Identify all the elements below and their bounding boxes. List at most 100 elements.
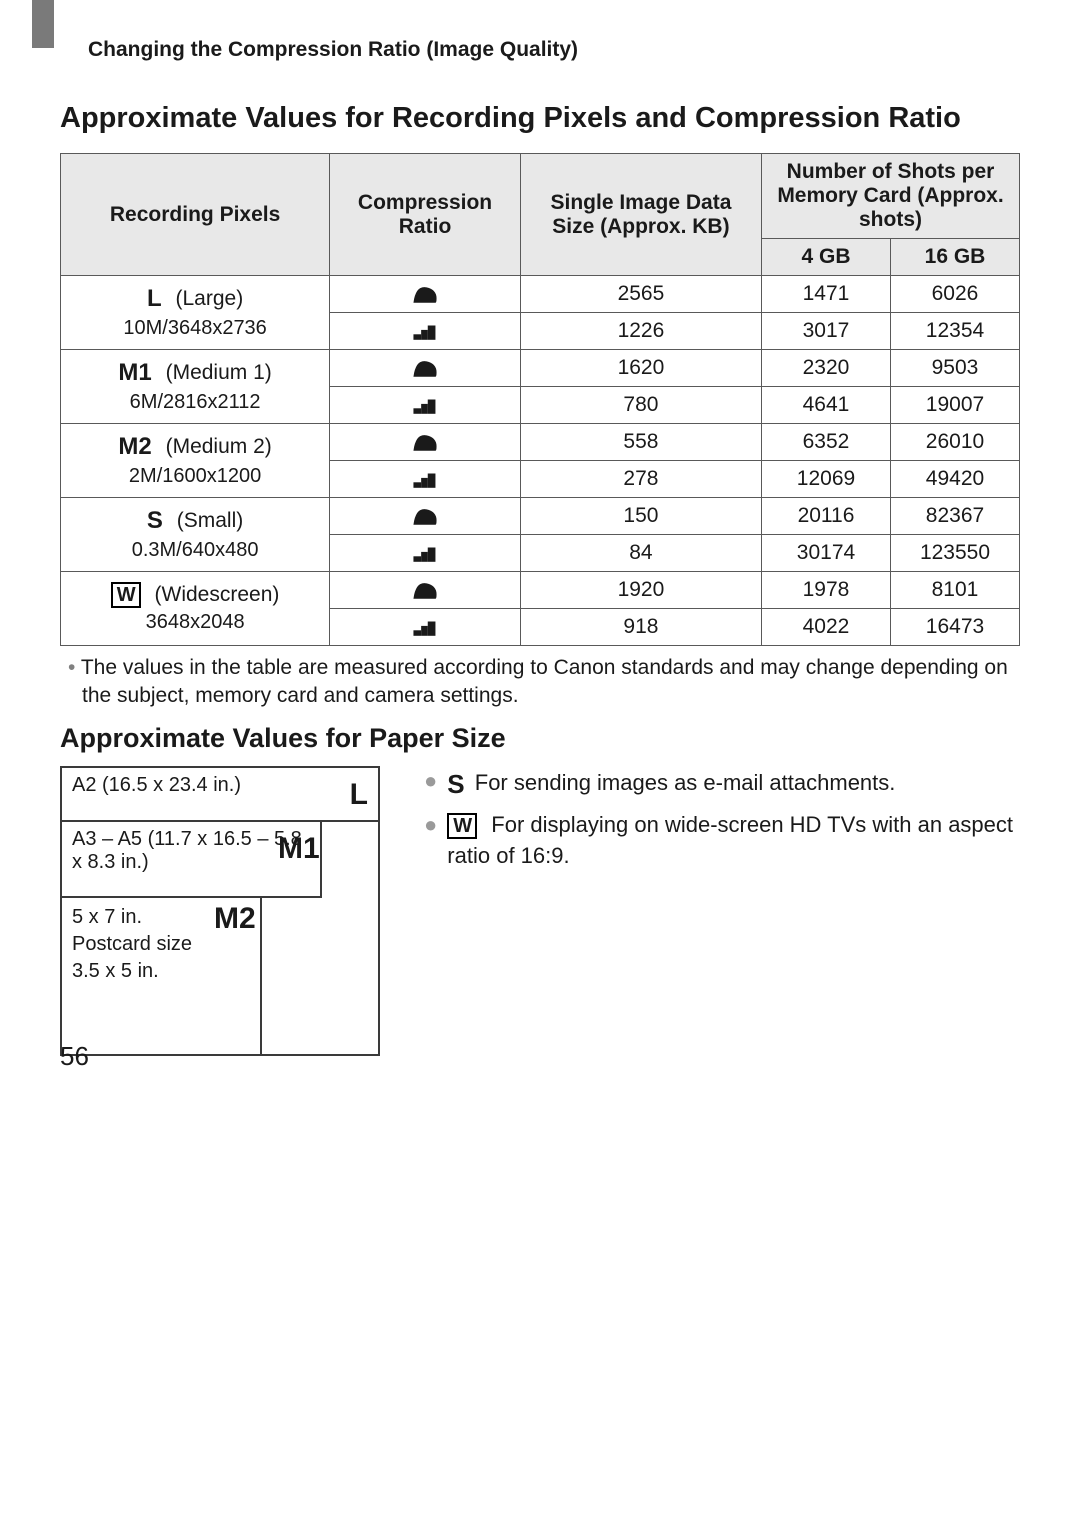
shots-4gb-cell: 3017 (762, 313, 891, 350)
note-widescreen: ● W For displaying on wide-screen HD TVs… (424, 810, 1020, 872)
image-size-cell: 84 (520, 535, 761, 572)
paper-3x5: 3.5 x 5 in. (72, 958, 250, 985)
size-symbol-boxed-icon: W (111, 582, 141, 608)
size-label: (Large) (170, 287, 244, 310)
compression-icon-cell (330, 609, 521, 646)
resolution-text: 3648x2048 (71, 609, 319, 636)
chapter-tab (32, 0, 54, 48)
size-label: (Medium 2) (160, 435, 272, 458)
shots-16gb-cell: 16473 (890, 609, 1019, 646)
resolution-text: 2M/1600x1200 (71, 463, 319, 490)
size-symbol-icon: L (147, 283, 162, 315)
col-16gb: 16 GB (890, 239, 1019, 276)
shots-4gb-cell: 30174 (762, 535, 891, 572)
table-row: W (Widescreen)3648x2048192019788101 (61, 572, 1020, 609)
paper-row: A2 (16.5 x 23.4 in.) A3 – A5 (11.7 x 16.… (60, 766, 1020, 1056)
recording-pixels-cell: W (Widescreen) 3648x2048 (61, 572, 330, 646)
image-size-cell: 558 (520, 424, 761, 461)
paper-section-title: Approximate Values for Paper Size (60, 723, 1020, 754)
shots-4gb-cell: 2320 (762, 350, 891, 387)
table-row: L (Large)10M/3648x2736256514716026 (61, 276, 1020, 313)
bullet-icon: ● (424, 814, 437, 836)
table-row: M1 (Medium 1)6M/2816x2112162023209503 (61, 350, 1020, 387)
section-title: Approximate Values for Recording Pixels … (60, 102, 1020, 135)
size-symbol-icon: S (147, 505, 163, 537)
image-size-cell: 150 (520, 498, 761, 535)
recording-pixels-cell: M2 (Medium 2) 2M/1600x1200 (61, 424, 330, 498)
paper-notes: ● S For sending images as e-mail attachm… (424, 766, 1020, 880)
table-footnote: The values in the table are measured acc… (68, 654, 1020, 711)
paper-symbol-M2: M2 (214, 902, 256, 936)
size-label: (Medium 1) (160, 361, 272, 384)
paper-a2-cell: A2 (16.5 x 23.4 in.) (62, 768, 378, 822)
shots-16gb-cell: 6026 (890, 276, 1019, 313)
shots-16gb-cell: 82367 (890, 498, 1019, 535)
shots-16gb-cell: 26010 (890, 424, 1019, 461)
paper-a2-text: A2 (16.5 x 23.4 in.) (72, 774, 241, 796)
compression-icon-cell (330, 498, 521, 535)
note-email: ● S For sending images as e-mail attachm… (424, 766, 1020, 802)
col-single-image: Single Image Data Size (Approx. KB) (520, 154, 761, 276)
shots-4gb-cell: 4022 (762, 609, 891, 646)
image-size-cell: 780 (520, 387, 761, 424)
col-compression: Compression Ratio (330, 154, 521, 276)
page: Changing the Compression Ratio (Image Qu… (0, 0, 1080, 1096)
compression-icon-cell (330, 276, 521, 313)
image-size-cell: 1620 (520, 350, 761, 387)
shots-16gb-cell: 8101 (890, 572, 1019, 609)
image-size-cell: 1226 (520, 313, 761, 350)
col-4gb: 4 GB (762, 239, 891, 276)
shots-16gb-cell: 9503 (890, 350, 1019, 387)
shots-4gb-cell: 1978 (762, 572, 891, 609)
table-row: M2 (Medium 2)2M/1600x1200558635226010 (61, 424, 1020, 461)
shots-16gb-cell: 49420 (890, 461, 1019, 498)
col-shots: Number of Shots per Memory Card (Approx.… (762, 154, 1020, 239)
col-recording-pixels: Recording Pixels (61, 154, 330, 276)
image-size-cell: 278 (520, 461, 761, 498)
note-widescreen-body: For displaying on wide-screen HD TVs wit… (447, 812, 1013, 868)
running-header: Changing the Compression Ratio (Image Qu… (88, 38, 1020, 62)
compression-icon-cell (330, 313, 521, 350)
table-row: S (Small)0.3M/640x4801502011682367 (61, 498, 1020, 535)
table-body: L (Large)10M/3648x2736256514716026122630… (61, 276, 1020, 646)
resolution-text: 0.3M/640x480 (71, 537, 319, 564)
compression-icon-cell (330, 535, 521, 572)
pixels-compression-table: Recording Pixels Compression Ratio Singl… (60, 153, 1020, 646)
shots-16gb-cell: 123550 (890, 535, 1019, 572)
shots-4gb-cell: 1471 (762, 276, 891, 313)
recording-pixels-cell: S (Small) 0.3M/640x480 (61, 498, 330, 572)
compression-icon-cell (330, 387, 521, 424)
compression-icon-cell (330, 572, 521, 609)
recording-pixels-cell: L (Large) 10M/3648x2736 (61, 276, 330, 350)
compression-icon-cell (330, 461, 521, 498)
w-size-icon: W (447, 813, 477, 839)
paper-a3-text: A3 – A5 (11.7 x 16.5 – 5.8 x 8.3 in.) (72, 828, 302, 873)
shots-16gb-cell: 19007 (890, 387, 1019, 424)
shots-4gb-cell: 6352 (762, 424, 891, 461)
size-symbol-icon: M2 (118, 431, 151, 463)
page-number: 56 (60, 1041, 89, 1072)
image-size-cell: 2565 (520, 276, 761, 313)
shots-16gb-cell: 12354 (890, 313, 1019, 350)
size-label: (Small) (171, 509, 243, 532)
shots-4gb-cell: 4641 (762, 387, 891, 424)
note-widescreen-text: W For displaying on wide-screen HD TVs w… (447, 810, 1020, 872)
shots-4gb-cell: 20116 (762, 498, 891, 535)
paper-symbol-M1: M1 (278, 832, 320, 866)
size-label: (Widescreen) (149, 583, 280, 606)
compression-icon-cell (330, 350, 521, 387)
resolution-text: 10M/3648x2736 (71, 315, 319, 342)
compression-icon-cell (330, 424, 521, 461)
paper-symbol-L: L (350, 778, 368, 812)
shots-4gb-cell: 12069 (762, 461, 891, 498)
bullet-icon: ● (424, 770, 437, 792)
note-email-body: For sending images as e-mail attachments… (469, 770, 896, 795)
size-symbol-icon: M1 (118, 357, 151, 389)
image-size-cell: 918 (520, 609, 761, 646)
image-size-cell: 1920 (520, 572, 761, 609)
paper-size-diagram: A2 (16.5 x 23.4 in.) A3 – A5 (11.7 x 16.… (60, 766, 380, 1056)
recording-pixels-cell: M1 (Medium 1) 6M/2816x2112 (61, 350, 330, 424)
s-size-icon: S (447, 766, 464, 802)
resolution-text: 6M/2816x2112 (71, 389, 319, 416)
note-email-text: S For sending images as e-mail attachmen… (447, 766, 895, 802)
